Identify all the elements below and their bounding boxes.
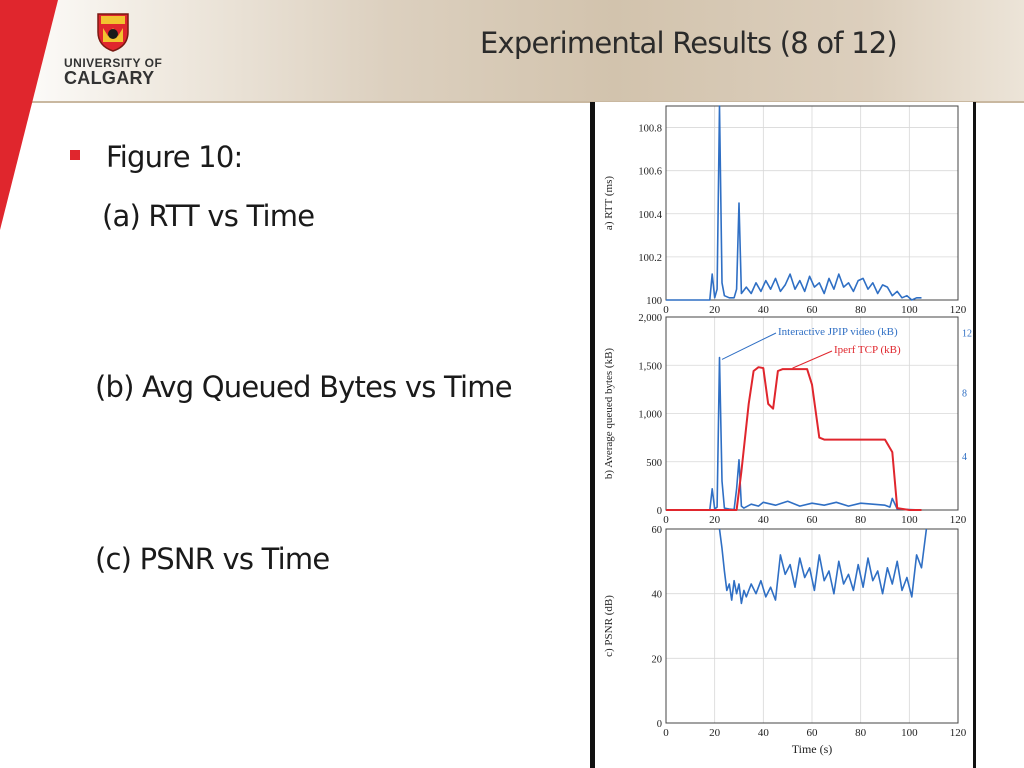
panel-c-frame	[665, 528, 959, 724]
panel-c-xtick-3: 60	[807, 727, 819, 739]
panel-c-ytick-0: 0	[657, 719, 662, 730]
panel-c-ytick-2: 40	[652, 590, 663, 601]
panel-a-frame	[665, 105, 959, 301]
panel-b-xtick-5: 100	[901, 514, 918, 526]
panel-b-series-0-line	[666, 356, 922, 511]
panel-a-ytick-0: 100	[646, 296, 662, 307]
panel-b-series-1-line	[666, 366, 922, 511]
bullet-icon	[70, 150, 80, 160]
figure-label: Figure 10:	[106, 140, 243, 174]
panel-c-series-0-line	[718, 528, 928, 605]
panel-a-xtick-5: 100	[901, 304, 918, 316]
panel-c-xtick-6: 120	[950, 727, 967, 739]
panel-a-ytick-4: 100.8	[638, 124, 662, 135]
red-accent-slash	[0, 0, 58, 230]
panel-b-ytick-0: 0	[657, 506, 662, 517]
panel-a-ytick-1: 100.2	[638, 253, 662, 264]
panel-b-y2tick-0: 4	[962, 452, 967, 463]
panel-b-xtick-1: 20	[709, 514, 721, 526]
university-logo: UNIVERSITY OF CALGARY	[64, 12, 164, 92]
figure-border-right	[973, 102, 976, 768]
panel-a-ytick-3: 100.6	[638, 167, 662, 178]
logo-text-line1: UNIVERSITY OF	[64, 56, 163, 70]
panel-b-annotation-1-arrow	[792, 350, 833, 369]
panel-b-y2tick-2: 12	[962, 328, 972, 339]
figure-border-left	[590, 102, 595, 768]
figure-area	[590, 102, 976, 768]
panel-c-ytick-1: 20	[652, 654, 663, 665]
logo-text-line2: CALGARY	[64, 68, 155, 88]
panel-b-ytick-4: 2,000	[638, 313, 662, 324]
panel-b-xtick-3: 60	[807, 514, 819, 526]
item-b-text: (b) Avg Queued Bytes vs Time	[95, 370, 513, 404]
panel-b-y2tick-1: 8	[962, 388, 967, 399]
item-c-text: (c) PSNR vs Time	[95, 542, 330, 576]
panel-a-xtick-1: 20	[709, 304, 721, 316]
panel-b-xtick-2: 40	[758, 514, 770, 526]
panel-b-xtick-0: 0	[663, 514, 669, 526]
slide-title: Experimental Results (8 of 12)	[480, 26, 898, 60]
panel-a-ylabel: a) RTT (ms)	[603, 176, 615, 230]
header-banner	[0, 0, 1024, 102]
item-a-text: (a) RTT vs Time	[102, 199, 315, 233]
panel-a-xtick-4: 80	[855, 304, 867, 316]
panel-a-xtick-2: 40	[758, 304, 770, 316]
panel-c-xtick-2: 40	[758, 727, 770, 739]
figure-10-charts: 0 20 40 60 80 100 120100100.2100.4100.6100.8a)…	[603, 105, 972, 756]
panel-a-xtick-3: 60	[807, 304, 819, 316]
panel-b-annotation-1: Iperf TCP (kB)	[834, 344, 901, 356]
panel-c-xtick-5: 100	[901, 727, 918, 739]
panel-c-ylabel: c) PSNR (dB)	[603, 595, 615, 657]
panel-b-frame	[665, 316, 959, 511]
panel-a-xtick-0: 0	[663, 304, 669, 316]
panel-c-xtick-1: 20	[709, 727, 721, 739]
panel-b-xtick-6: 120	[950, 514, 967, 526]
panel-c-xtick-4: 80	[855, 727, 867, 739]
crest-icon	[97, 13, 129, 52]
panel-a-xtick-6: 120	[950, 304, 967, 316]
panel-b-ylabel: b) Average queued bytes (kB)	[603, 348, 615, 479]
panel-b-ytick-3: 1,500	[638, 361, 662, 372]
panel-c-xtick-0: 0	[663, 727, 669, 739]
panel-a-series-0-line	[666, 105, 922, 301]
panel-b-annotation-0: Interactive JPIP video (kB)	[778, 326, 898, 338]
panel-a-ytick-2: 100.4	[638, 210, 662, 221]
header-divider	[0, 101, 1024, 103]
panel-b-ytick-2: 1,000	[638, 410, 662, 421]
panel-c-xlabel: Time (s)	[792, 742, 833, 756]
panel-b-xtick-4: 80	[855, 514, 867, 526]
panel-c-ytick-3: 60	[652, 525, 663, 536]
panel-b-annotation-0-arrow	[721, 332, 777, 360]
panel-b-ytick-1: 500	[646, 458, 662, 469]
